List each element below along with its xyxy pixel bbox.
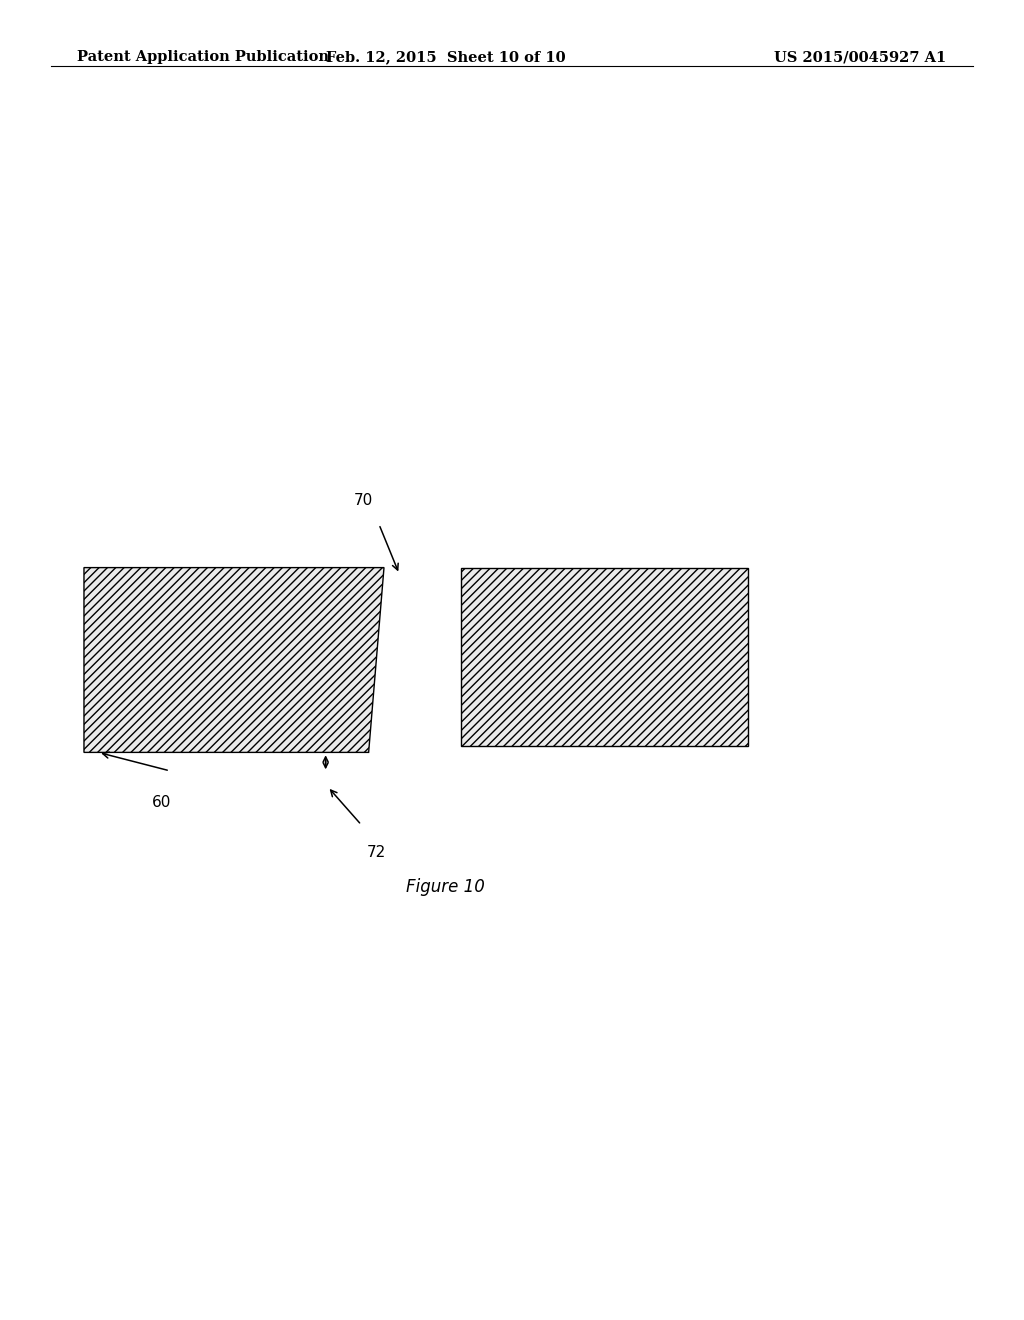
Text: Patent Application Publication: Patent Application Publication bbox=[77, 50, 329, 65]
Text: 60: 60 bbox=[152, 795, 171, 809]
Text: 70: 70 bbox=[353, 494, 373, 508]
Text: US 2015/0045927 A1: US 2015/0045927 A1 bbox=[774, 50, 946, 65]
Polygon shape bbox=[461, 568, 748, 746]
Text: Feb. 12, 2015  Sheet 10 of 10: Feb. 12, 2015 Sheet 10 of 10 bbox=[326, 50, 565, 65]
Text: Figure 10: Figure 10 bbox=[406, 878, 485, 896]
Polygon shape bbox=[84, 568, 384, 752]
Text: 72: 72 bbox=[367, 845, 386, 859]
